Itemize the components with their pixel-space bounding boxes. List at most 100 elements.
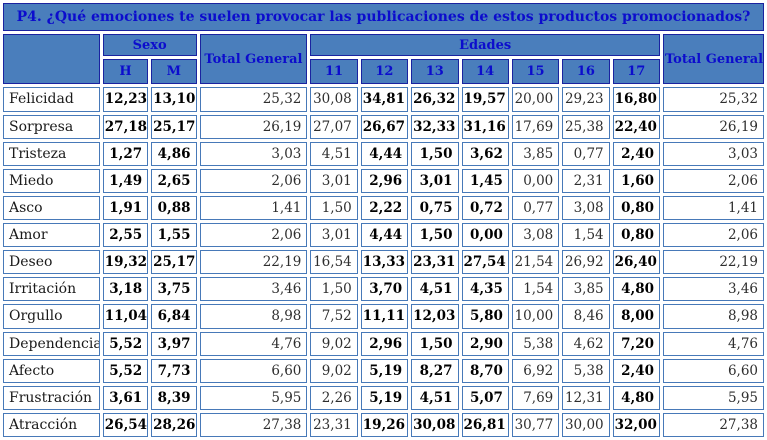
value-cell: 3,46 [199, 277, 308, 302]
table-row: Frustración 3,61 8,39 5,95 2,26 5,19 4,51 5,07 7… [3, 385, 764, 410]
value-cell: 4,76 [199, 331, 308, 356]
header-col-14: 14 [461, 59, 509, 85]
table-body: Felicidad 12,23 13,10 25,32 30,08 34,81 26,32 1… [3, 87, 764, 437]
value-cell: 1,41 [199, 195, 308, 220]
value-cell: 1,50 [411, 141, 459, 166]
value-cell: 3,85 [511, 141, 560, 166]
value-cell: 5,95 [199, 385, 308, 410]
table-row: Miedo 1,49 2,65 2,06 3,01 2,96 3,01 1,45 0,00 2,3… [3, 168, 764, 193]
value-cell: 2,06 [199, 223, 308, 248]
value-cell: 0,75 [411, 195, 459, 220]
value-cell: 27,07 [310, 114, 358, 139]
value-cell: 8,00 [612, 304, 660, 329]
value-cell: 29,23 [562, 87, 610, 112]
value-cell: 27,38 [199, 412, 308, 437]
value-cell: 1,50 [310, 277, 358, 302]
table-row: Orgullo 11,04 6,84 8,98 7,52 11,11 12,03 5,80 10… [3, 304, 764, 329]
value-cell: 3,01 [310, 168, 358, 193]
value-cell: 6,60 [199, 358, 308, 383]
value-cell: 12,31 [562, 385, 610, 410]
value-cell: 3,46 [663, 277, 764, 302]
value-cell: 0,80 [612, 195, 660, 220]
value-cell: 13,33 [360, 250, 409, 275]
value-cell: 4,44 [360, 223, 409, 248]
value-cell: 28,26 [151, 412, 197, 437]
value-cell: 1,50 [310, 195, 358, 220]
value-cell: 8,98 [199, 304, 308, 329]
value-cell: 2,06 [663, 168, 764, 193]
value-cell: 2,90 [461, 331, 509, 356]
value-cell: 2,96 [360, 168, 409, 193]
value-cell: 2,65 [151, 168, 197, 193]
value-cell: 4,35 [461, 277, 509, 302]
row-label: Dependencia [3, 331, 100, 356]
table-row: Atracción 26,54 28,26 27,38 23,31 19,26 30,08 2… [3, 412, 764, 437]
value-cell: 1,91 [102, 195, 149, 220]
row-label: Atracción [3, 412, 100, 437]
value-cell: 3,85 [562, 277, 610, 302]
value-cell: 26,19 [199, 114, 308, 139]
value-cell: 22,19 [199, 250, 308, 275]
value-cell: 9,02 [310, 358, 358, 383]
value-cell: 1,54 [562, 223, 610, 248]
table-row: Asco 1,91 0,88 1,41 1,50 2,22 0,75 0,72 0,77 3,08… [3, 195, 764, 220]
value-cell: 3,01 [411, 168, 459, 193]
value-cell: 2,26 [310, 385, 358, 410]
value-cell: 5,07 [461, 385, 509, 410]
header-group-sexo: Sexo [102, 34, 197, 57]
value-cell: 1,49 [102, 168, 149, 193]
value-cell: 3,08 [511, 223, 560, 248]
value-cell: 4,76 [663, 331, 764, 356]
value-cell: 23,31 [310, 412, 358, 437]
row-label: Amor [3, 223, 100, 248]
value-cell: 1,45 [461, 168, 509, 193]
value-cell: 3,03 [199, 141, 308, 166]
value-cell: 25,32 [663, 87, 764, 112]
value-cell: 4,51 [310, 141, 358, 166]
value-cell: 2,22 [360, 195, 409, 220]
row-label: Sorpresa [3, 114, 100, 139]
value-cell: 17,69 [511, 114, 560, 139]
value-cell: 2,40 [612, 141, 660, 166]
value-cell: 34,81 [360, 87, 409, 112]
value-cell: 2,31 [562, 168, 610, 193]
table-row: Dependencia 5,52 3,97 4,76 9,02 2,96 1,50 2,90 5… [3, 331, 764, 356]
value-cell: 27,38 [663, 412, 764, 437]
value-cell: 21,54 [511, 250, 560, 275]
value-cell: 13,10 [151, 87, 197, 112]
value-cell: 30,77 [511, 412, 560, 437]
value-cell: 7,52 [310, 304, 358, 329]
header-total-general-1: Total General [199, 34, 308, 85]
corner-cell [3, 34, 100, 85]
value-cell: 0,80 [612, 223, 660, 248]
value-cell: 5,38 [511, 331, 560, 356]
value-cell: 22,19 [663, 250, 764, 275]
value-cell: 26,67 [360, 114, 409, 139]
value-cell: 5,52 [102, 358, 149, 383]
value-cell: 30,08 [310, 87, 358, 112]
value-cell: 4,62 [562, 331, 610, 356]
value-cell: 6,84 [151, 304, 197, 329]
value-cell: 16,54 [310, 250, 358, 275]
value-cell: 8,46 [562, 304, 610, 329]
value-cell: 4,44 [360, 141, 409, 166]
value-cell: 7,69 [511, 385, 560, 410]
value-cell: 10,00 [511, 304, 560, 329]
table-row: Afecto 5,52 7,73 6,60 9,02 5,19 8,27 8,70 6,92 5,… [3, 358, 764, 383]
value-cell: 7,20 [612, 331, 660, 356]
table-row: Felicidad 12,23 13,10 25,32 30,08 34,81 26,32 1… [3, 87, 764, 112]
value-cell: 6,92 [511, 358, 560, 383]
value-cell: 1,27 [102, 141, 149, 166]
value-cell: 16,80 [612, 87, 660, 112]
value-cell: 5,19 [360, 358, 409, 383]
value-cell: 0,00 [461, 223, 509, 248]
value-cell: 2,55 [102, 223, 149, 248]
value-cell: 2,40 [612, 358, 660, 383]
value-cell: 26,40 [612, 250, 660, 275]
value-cell: 1,54 [511, 277, 560, 302]
value-cell: 26,32 [411, 87, 459, 112]
row-label: Orgullo [3, 304, 100, 329]
value-cell: 19,57 [461, 87, 509, 112]
value-cell: 3,61 [102, 385, 149, 410]
value-cell: 12,03 [411, 304, 459, 329]
